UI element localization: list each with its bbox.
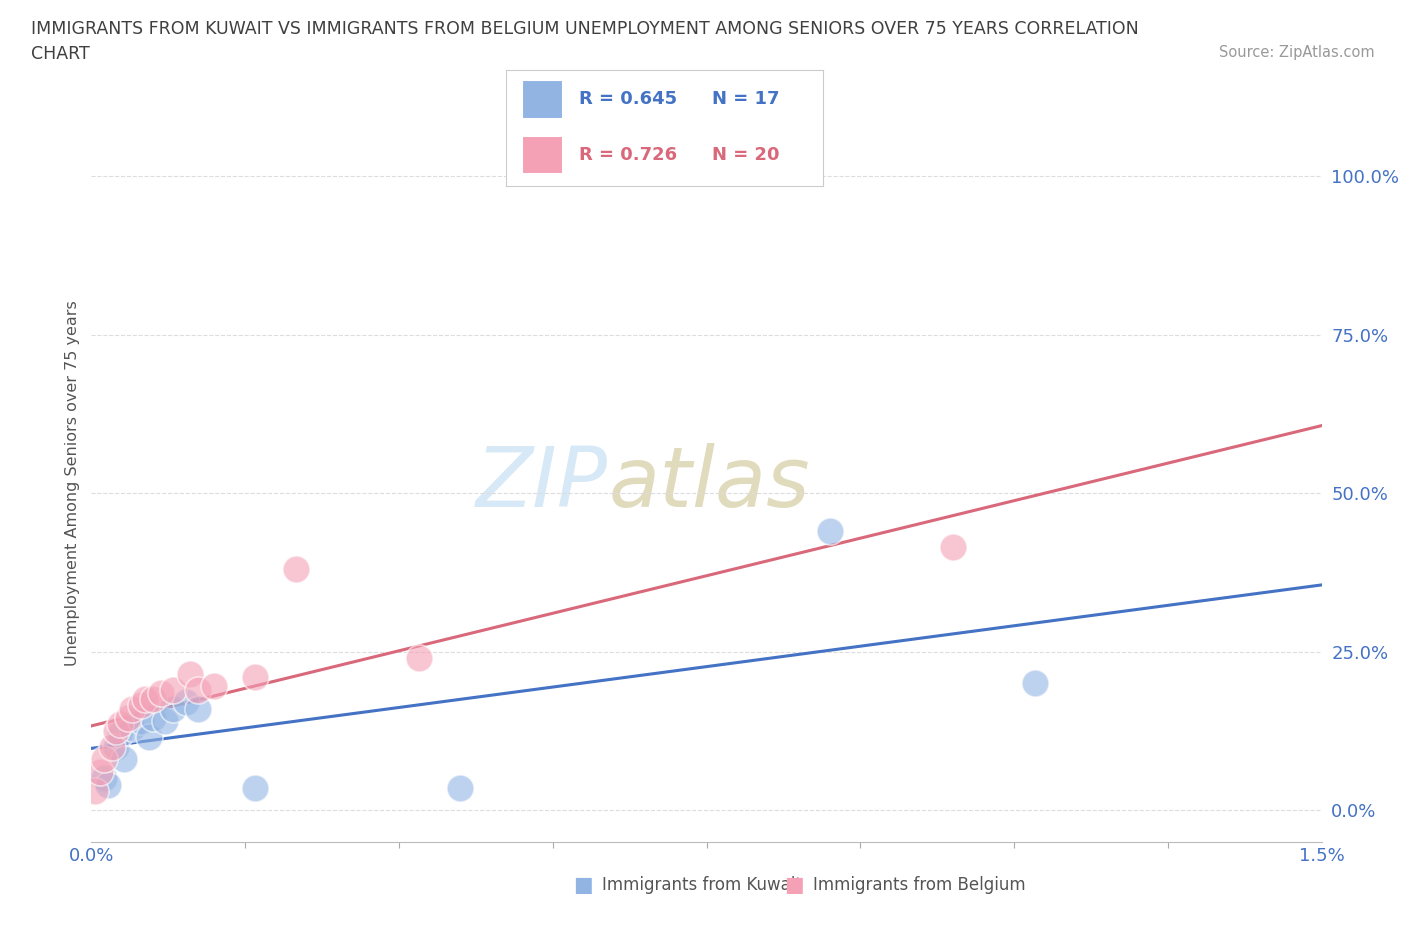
Bar: [522, 136, 562, 175]
Point: [129, 714, 152, 729]
Text: IMMIGRANTS FROM KUWAIT VS IMMIGRANTS FROM BELGIUM UNEMPLOYMENT AMONG SENIORS OVE: IMMIGRANTS FROM KUWAIT VS IMMIGRANTS FRO…: [31, 20, 1139, 38]
Point: [150, 685, 173, 700]
Point: [129, 698, 152, 712]
Text: CHART: CHART: [31, 45, 90, 62]
Point: [153, 714, 177, 729]
Text: ■: ■: [574, 875, 593, 896]
Point: [108, 726, 131, 741]
Text: N = 20: N = 20: [711, 146, 779, 165]
Text: Source: ZipAtlas.com: Source: ZipAtlas.com: [1219, 45, 1375, 60]
Text: ■: ■: [785, 875, 804, 896]
Text: Immigrants from Kuwait: Immigrants from Kuwait: [602, 876, 801, 895]
Point: [101, 739, 124, 754]
Point: [138, 730, 160, 745]
Point: [121, 720, 143, 735]
Point: [942, 539, 965, 554]
Point: [97, 777, 120, 792]
Point: [162, 682, 184, 697]
Point: [93, 751, 115, 766]
Point: [117, 711, 139, 725]
Point: [108, 717, 131, 732]
Point: [162, 701, 184, 716]
Text: R = 0.726: R = 0.726: [579, 146, 678, 165]
Y-axis label: Unemployment Among Seniors over 75 years: Unemployment Among Seniors over 75 years: [65, 300, 80, 667]
Point: [84, 783, 107, 798]
Text: R = 0.645: R = 0.645: [579, 90, 678, 109]
Point: [285, 562, 308, 577]
Point: [89, 764, 111, 779]
Point: [179, 666, 201, 681]
Point: [105, 724, 127, 738]
Point: [105, 739, 127, 754]
Point: [245, 670, 267, 684]
Point: [449, 780, 471, 795]
Point: [174, 695, 197, 710]
Point: [121, 701, 143, 716]
Point: [202, 679, 225, 694]
Point: [818, 524, 841, 538]
Point: [134, 692, 156, 707]
Bar: [522, 80, 562, 119]
Point: [408, 650, 430, 665]
Point: [142, 711, 165, 725]
Point: [187, 682, 209, 697]
Text: Immigrants from Belgium: Immigrants from Belgium: [813, 876, 1025, 895]
Point: [93, 771, 115, 786]
Point: [245, 780, 267, 795]
Text: atlas: atlas: [607, 443, 810, 525]
Point: [142, 692, 165, 707]
Text: ZIP: ZIP: [477, 443, 607, 525]
Point: [112, 751, 135, 766]
Point: [1024, 676, 1046, 691]
Point: [187, 701, 209, 716]
Text: N = 17: N = 17: [711, 90, 779, 109]
